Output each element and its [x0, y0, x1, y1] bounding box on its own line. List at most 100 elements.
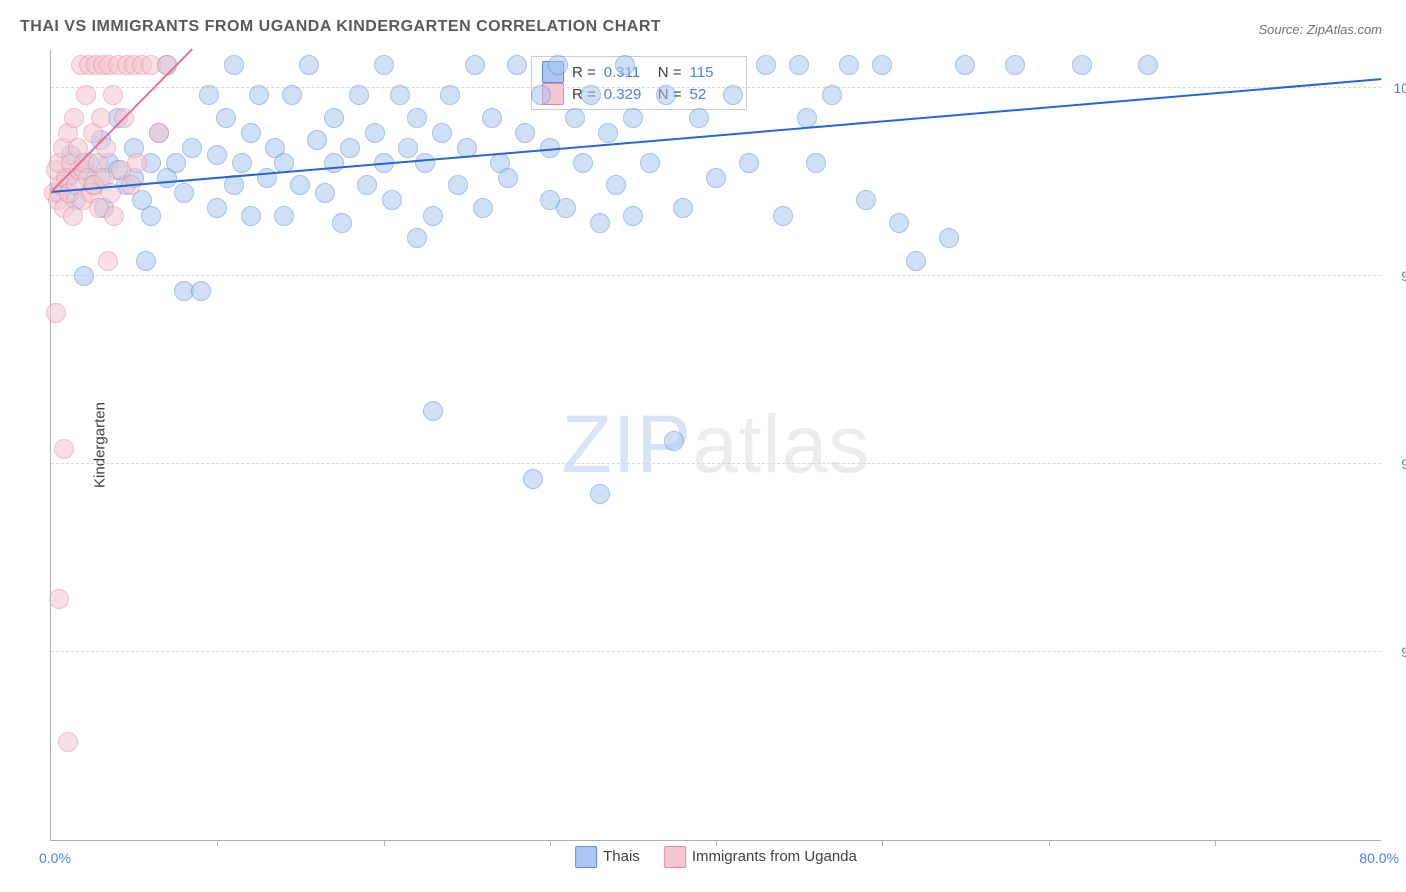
scatter-point-thais	[939, 228, 959, 248]
scatter-point-thais	[224, 55, 244, 75]
scatter-point-thais	[507, 55, 527, 75]
x-tick	[217, 840, 218, 846]
scatter-point-thais	[872, 55, 892, 75]
scatter-point-thais	[739, 153, 759, 173]
scatter-point-thais	[340, 138, 360, 158]
r-label: R =	[572, 64, 596, 81]
scatter-point-thais	[415, 153, 435, 173]
scatter-point-thais	[307, 130, 327, 150]
scatter-point-thais	[723, 85, 743, 105]
scatter-point-uganda	[104, 206, 124, 226]
scatter-point-thais	[357, 175, 377, 195]
scatter-point-thais	[136, 251, 156, 271]
scatter-point-thais	[590, 484, 610, 504]
scatter-point-thais	[498, 168, 518, 188]
scatter-point-thais	[407, 228, 427, 248]
scatter-point-thais	[432, 123, 452, 143]
scatter-point-thais	[199, 85, 219, 105]
scatter-point-thais	[207, 198, 227, 218]
scatter-point-thais	[515, 123, 535, 143]
scatter-point-uganda	[149, 123, 169, 143]
swatch-pink	[664, 846, 686, 868]
scatter-point-thais	[423, 206, 443, 226]
scatter-point-thais	[141, 206, 161, 226]
scatter-point-thais	[324, 108, 344, 128]
legend-row-thais: R = 0.311 N = 115	[542, 61, 736, 83]
scatter-point-uganda	[103, 85, 123, 105]
swatch-blue	[575, 846, 597, 868]
scatter-point-thais	[606, 175, 626, 195]
scatter-point-thais	[673, 198, 693, 218]
scatter-point-thais	[656, 85, 676, 105]
x-axis-min-label: 0.0%	[39, 850, 71, 866]
scatter-point-uganda	[98, 251, 118, 271]
scatter-point-thais	[398, 138, 418, 158]
legend-item-uganda: Immigrants from Uganda	[664, 846, 857, 868]
scatter-point-thais	[640, 153, 660, 173]
scatter-point-uganda	[58, 732, 78, 752]
scatter-point-thais	[257, 168, 277, 188]
scatter-point-thais	[598, 123, 618, 143]
scatter-point-thais	[423, 401, 443, 421]
scatter-point-thais	[382, 190, 402, 210]
scatter-point-thais	[623, 108, 643, 128]
scatter-point-thais	[216, 108, 236, 128]
y-tick-label: 95.0%	[1386, 456, 1406, 472]
scatter-point-thais	[174, 183, 194, 203]
scatter-point-thais	[182, 138, 202, 158]
scatter-point-thais	[839, 55, 859, 75]
y-axis-label: Kindergarten	[91, 402, 108, 488]
scatter-point-thais	[573, 153, 593, 173]
watermark-light: atlas	[692, 399, 870, 490]
source-attribution: Source: ZipAtlas.com	[1258, 22, 1382, 37]
y-tick-label: 92.5%	[1386, 644, 1406, 660]
gridline-horizontal	[51, 651, 1381, 652]
x-tick	[882, 840, 883, 846]
gridline-horizontal	[51, 463, 1381, 464]
scatter-point-uganda	[46, 303, 66, 323]
scatter-point-uganda	[127, 153, 147, 173]
scatter-point-thais	[374, 55, 394, 75]
scatter-point-thais	[689, 108, 709, 128]
scatter-point-thais	[390, 85, 410, 105]
scatter-point-thais	[822, 85, 842, 105]
scatter-point-thais	[1072, 55, 1092, 75]
scatter-point-thais	[349, 85, 369, 105]
x-axis-max-label: 80.0%	[1359, 850, 1399, 866]
scatter-point-thais	[789, 55, 809, 75]
x-tick	[1215, 840, 1216, 846]
scatter-point-uganda	[64, 108, 84, 128]
r-value-uganda: 0.329	[604, 86, 650, 103]
scatter-point-thais	[548, 55, 568, 75]
legend-label: Immigrants from Uganda	[692, 848, 857, 865]
n-label: N =	[658, 64, 682, 81]
scatter-point-thais	[581, 85, 601, 105]
scatter-point-thais	[448, 175, 468, 195]
scatter-point-thais	[282, 85, 302, 105]
scatter-point-thais	[664, 431, 684, 451]
scatter-point-thais	[1005, 55, 1025, 75]
series-legend: Thais Immigrants from Uganda	[575, 846, 857, 868]
scatter-point-thais	[241, 123, 261, 143]
scatter-point-thais	[274, 206, 294, 226]
scatter-point-thais	[207, 145, 227, 165]
scatter-point-thais	[615, 55, 635, 75]
scatter-point-uganda	[49, 589, 69, 609]
scatter-point-thais	[290, 175, 310, 195]
scatter-point-thais	[332, 213, 352, 233]
scatter-point-thais	[955, 55, 975, 75]
x-tick	[1049, 840, 1050, 846]
x-tick	[716, 840, 717, 846]
scatter-point-thais	[1138, 55, 1158, 75]
scatter-point-thais	[191, 281, 211, 301]
watermark: ZIPatlas	[562, 398, 871, 492]
scatter-point-thais	[556, 198, 576, 218]
scatter-point-thais	[232, 153, 252, 173]
scatter-point-thais	[407, 108, 427, 128]
scatter-point-thais	[773, 206, 793, 226]
scatter-point-thais	[797, 108, 817, 128]
scatter-point-thais	[531, 85, 551, 105]
scatter-plot: Kindergarten ZIPatlas R = 0.311 N = 115 …	[50, 50, 1381, 841]
scatter-point-thais	[299, 55, 319, 75]
scatter-point-thais	[806, 153, 826, 173]
